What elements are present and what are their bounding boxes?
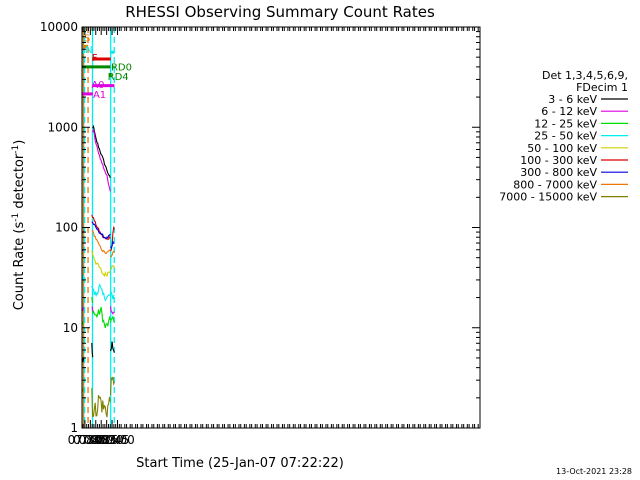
- series-group: [82, 124, 115, 418]
- legend-entry: 25 - 50 keV: [534, 130, 597, 143]
- series-line: [91, 250, 111, 278]
- series-line: [109, 315, 115, 323]
- series-line: [91, 342, 94, 358]
- series-line: [91, 296, 94, 304]
- x-tick-label: 07:45: [73, 433, 108, 447]
- x-tick-label: 07:30: [68, 433, 103, 447]
- y-tick-label: 10000: [40, 20, 78, 34]
- x-tick-label: 08:00: [78, 433, 113, 447]
- series-line: [110, 291, 115, 300]
- y-tick-label: 1: [70, 421, 78, 435]
- y-tick-label: 10: [63, 321, 78, 335]
- flag-label: RD4: [108, 72, 129, 83]
- series-line: [92, 129, 111, 192]
- flag-label: F: [92, 53, 98, 64]
- flag-label: S: [84, 33, 90, 44]
- series-line: [91, 285, 94, 289]
- x-tick-label: 08:45: [95, 433, 130, 447]
- chart-title: RHESSI Observing Summary Count Rates: [125, 3, 435, 21]
- series-line: [91, 306, 94, 312]
- series-line: [92, 283, 111, 302]
- series-line: [110, 240, 115, 249]
- flag-label: A0: [91, 80, 104, 91]
- legend-entry: 7000 - 15000 keV: [499, 191, 597, 204]
- y-axis: 1 10 100 1000 10000: [40, 20, 480, 435]
- legend-entry: 50 - 100 keV: [527, 142, 597, 155]
- series-line: [92, 124, 111, 178]
- y-tick-label: 100: [55, 221, 78, 235]
- series-line: [110, 225, 115, 252]
- series-line: [92, 306, 111, 329]
- y-tick-label: 1000: [47, 120, 78, 134]
- generation-timestamp: 13-Oct-2021 23:28: [556, 467, 632, 476]
- series-line: [91, 221, 111, 240]
- flag-label: A1: [93, 90, 106, 101]
- legend-entry: 100 - 300 keV: [520, 154, 597, 167]
- series-line: [109, 306, 115, 315]
- flag-label: N: [85, 45, 92, 56]
- series-line: [109, 376, 115, 396]
- series-line: [91, 230, 111, 255]
- legend-header-decim: FDecim 1: [576, 81, 628, 94]
- legend-entry: 12 - 25 keV: [534, 117, 597, 130]
- legend-header-detectors: Det 1,3,4,5,6,9,: [542, 69, 628, 82]
- series-line: [91, 388, 111, 418]
- flag-bars: [82, 44, 115, 96]
- legend-entry: 300 - 800 keV: [520, 166, 597, 179]
- series-line: [110, 265, 115, 270]
- flag-label: RD0: [111, 62, 132, 73]
- x-axis-label: Start Time (25-Jan-07 07:22:22): [136, 456, 344, 471]
- legend-entry: 800 - 7000 keV: [513, 178, 597, 191]
- series-line: [110, 250, 115, 258]
- series-line: [109, 341, 115, 353]
- x-tick-label: 08:30: [89, 433, 124, 447]
- legend-entry: 6 - 12 keV: [541, 105, 597, 118]
- plot-frame: [81, 26, 481, 429]
- y-axis-label: Count Rate (s-1 detector-1): [11, 140, 27, 311]
- legend-entry: 3 - 6 keV: [548, 93, 597, 106]
- x-tick-label: 09:00: [100, 433, 135, 447]
- x-tick-label: 08:15: [84, 433, 119, 447]
